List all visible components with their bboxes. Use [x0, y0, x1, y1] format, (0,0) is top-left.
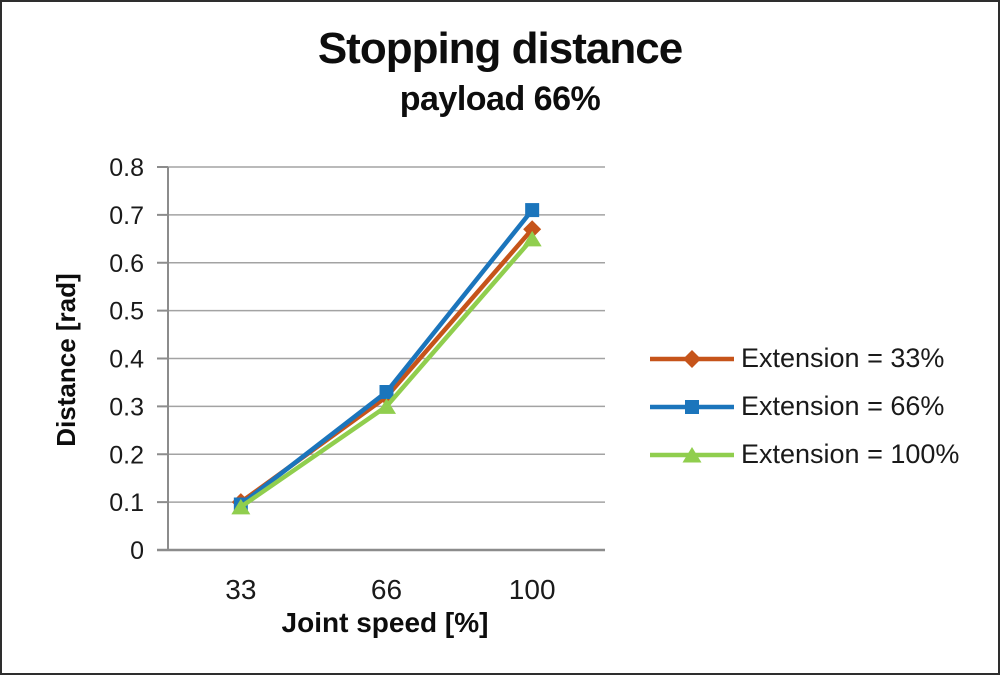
- legend-item: Extension = 100%: [650, 439, 959, 470]
- legend-label: Extension = 33%: [741, 343, 945, 373]
- y-tick-label: 0.6: [109, 250, 144, 278]
- x-tick-label: 33: [225, 574, 256, 605]
- y-tick-label: 0.1: [109, 489, 144, 517]
- legend-marker-triangle-icon: [682, 446, 702, 462]
- legend-label: Extension = 66%: [741, 391, 945, 421]
- series-marker-triangle-icon: [522, 230, 542, 247]
- legend-item: Extension = 33%: [650, 343, 959, 374]
- series-marker-triangle-icon: [377, 398, 396, 414]
- y-tick-label: 0.8: [109, 154, 144, 182]
- y-tick-label: 0.7: [109, 202, 144, 230]
- series-marker-triangle-icon: [231, 498, 251, 515]
- legend-swatch: [650, 399, 734, 414]
- legend-item: Extension = 66%: [650, 391, 959, 422]
- x-tick-label: 66: [371, 574, 402, 605]
- y-tick-label: 0.5: [109, 298, 144, 326]
- series-marker-diamond-icon: [523, 220, 542, 239]
- y-tick-label: 0: [130, 537, 144, 565]
- legend-swatch: [650, 446, 734, 462]
- y-tick-label: 0.2: [109, 441, 144, 469]
- chart-subtitle: payload 66%: [399, 80, 601, 118]
- series-marker-square-icon: [379, 385, 394, 400]
- y-tick-label: 0.4: [109, 346, 144, 374]
- y-tick-label: 0.3: [109, 393, 144, 421]
- series-line-square: [239, 208, 534, 507]
- legend-swatch: [650, 349, 734, 368]
- legend-marker-square-icon: [685, 399, 699, 414]
- legend-marker-diamond-icon: [683, 349, 701, 368]
- legend: Extension = 33% Extension = 66% Extension …: [650, 343, 959, 470]
- legend-label: Extension = 100%: [741, 439, 960, 469]
- series-marker-square-icon: [525, 203, 540, 218]
- x-axis-title: Joint speed [%]: [281, 607, 489, 638]
- series-line-diamond: [239, 227, 534, 504]
- x-tick-label: 100: [509, 574, 556, 605]
- chart-title: Stopping distance: [317, 24, 683, 73]
